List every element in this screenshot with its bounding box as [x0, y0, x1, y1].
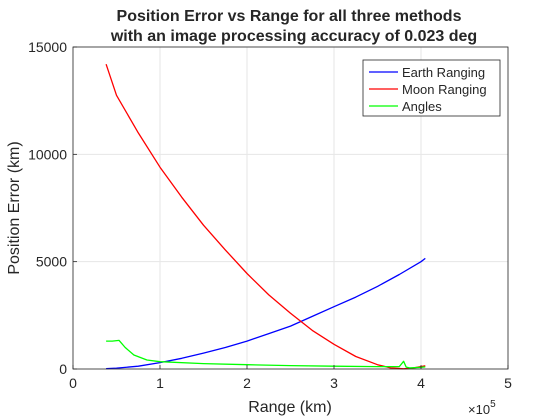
y-tick-label: 10000: [28, 146, 67, 162]
series-line-earth-ranging: [106, 257, 426, 370]
axis-ticks: 0 1 2 3 4 5 0 5000 10000 15000: [28, 39, 512, 391]
plot-frame: [72, 46, 509, 370]
x-tick-label: 2: [243, 375, 251, 391]
chart-title-line-2: with an image processing accuracy of 0.0…: [110, 28, 477, 45]
legend: Earth Ranging Moon Ranging Angles: [362, 59, 501, 117]
legend-label-moon-ranging: Moon Ranging: [402, 82, 487, 97]
x-axis-exponent-base: ×10: [468, 402, 490, 417]
x-tick-label: 1: [156, 375, 164, 391]
x-tick-label: 5: [504, 375, 512, 391]
y-tick-label: 0: [59, 361, 67, 377]
legend-box: [362, 59, 501, 117]
x-tick-label: 0: [69, 375, 77, 391]
legend-label-angles: Angles: [402, 99, 442, 114]
y-tick-label: 5000: [36, 254, 67, 270]
y-tick-label: 15000: [28, 39, 67, 55]
x-tick-label: 4: [417, 375, 425, 391]
series-line-moon-ranging: [105, 63, 426, 370]
y-axis-label: Position Error (km): [6, 141, 23, 274]
x-axis-label: Range (km): [248, 399, 332, 416]
x-tick-label: 3: [330, 375, 338, 391]
series-layer: [105, 63, 426, 370]
series-line-angles: [106, 339, 426, 369]
x-axis-exponent: ×105: [468, 399, 496, 417]
chart-title-line-1: Position Error vs Range for all three me…: [117, 8, 462, 25]
x-axis-exponent-power: 5: [490, 399, 496, 410]
legend-label-earth-ranging: Earth Ranging: [402, 65, 485, 80]
